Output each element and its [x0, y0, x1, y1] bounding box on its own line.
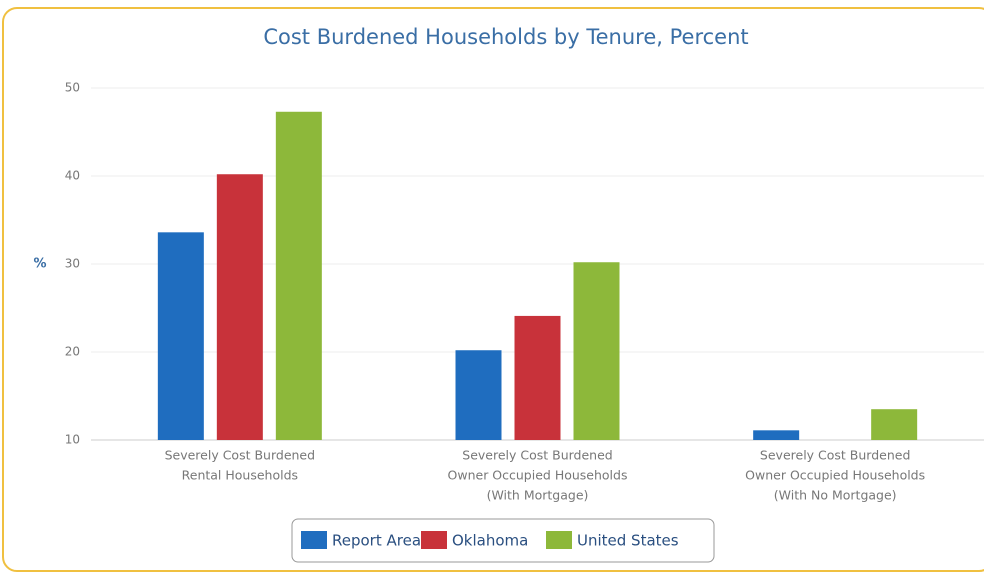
bar: [871, 409, 918, 440]
x-tick-label: Severely Cost Burdened: [165, 448, 315, 463]
chart-title: Cost Burdened Households by Tenure, Perc…: [263, 25, 748, 49]
y-axis-label: %: [33, 257, 46, 272]
x-tick-label: (With Mortgage): [487, 488, 589, 503]
bar: [573, 262, 620, 440]
bar: [514, 315, 561, 440]
legend-label: Report Area: [332, 532, 421, 550]
x-tick-label: Owner Occupied Households: [745, 468, 925, 483]
legend-label: United States: [577, 532, 679, 550]
bar: [753, 430, 800, 440]
y-tick-label: 20: [65, 345, 80, 359]
legend-box: [291, 518, 715, 563]
x-tick-label: Owner Occupied Households: [448, 468, 628, 483]
legend-swatch: [421, 531, 447, 549]
x-tick-label: (With No Mortgage): [774, 488, 897, 503]
y-tick-label: 50: [65, 81, 80, 95]
bar: [275, 111, 322, 440]
x-tick-label: Severely Cost Burdened: [462, 448, 612, 463]
x-tick-label: Rental Households: [182, 468, 298, 483]
bar: [455, 350, 502, 440]
bar: [216, 174, 263, 441]
bar: [157, 232, 204, 440]
x-tick-label: Severely Cost Burdened: [760, 448, 910, 463]
legend-label: Oklahoma: [452, 532, 528, 550]
legend-swatch: [301, 531, 327, 549]
y-tick-label: 10: [65, 433, 80, 447]
y-tick-label: 30: [65, 257, 80, 271]
y-tick-label: 40: [65, 169, 80, 183]
legend-swatch: [546, 531, 572, 549]
